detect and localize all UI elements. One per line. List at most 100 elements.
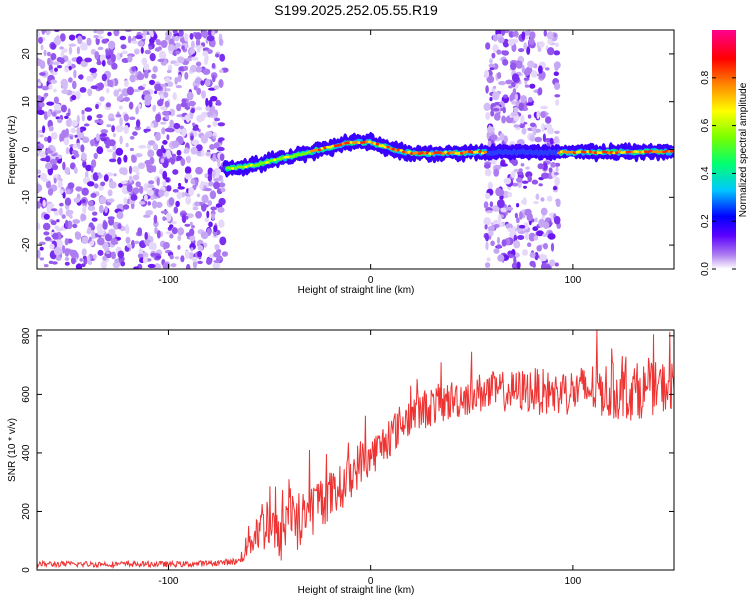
noise-blob xyxy=(148,45,153,50)
noise-blob xyxy=(189,234,196,242)
trace-core xyxy=(325,145,330,149)
noise-blob xyxy=(149,79,155,86)
trace-core xyxy=(328,145,333,149)
spectrogram-y-tick-label: 10 xyxy=(21,96,32,108)
noise-blob xyxy=(192,260,198,269)
noise-blob xyxy=(148,140,156,146)
noise-blob xyxy=(126,243,133,248)
noise-blob xyxy=(195,211,203,219)
trace-core xyxy=(307,150,312,154)
noise-blob xyxy=(43,213,50,220)
noise-blob xyxy=(197,260,203,265)
noise-blob xyxy=(97,237,105,246)
noise-blob xyxy=(554,66,559,71)
noise-blob xyxy=(108,217,115,226)
noise-blob xyxy=(95,103,99,110)
noise-blob xyxy=(207,167,214,177)
noise-blob xyxy=(200,111,209,118)
noise-blob xyxy=(206,210,210,219)
noise-blob xyxy=(500,160,505,167)
noise-blob xyxy=(68,43,77,47)
noise-blob xyxy=(132,174,140,181)
noise-blob xyxy=(93,152,98,160)
noise-blob xyxy=(497,72,502,79)
noise-blob xyxy=(540,105,548,110)
noise-blob xyxy=(47,135,52,143)
noise-blob xyxy=(498,81,506,86)
trace-core xyxy=(433,151,438,155)
noise-blob xyxy=(62,161,66,171)
colorbar-tick-label: 0.2 xyxy=(700,214,711,228)
noise-blob xyxy=(134,48,140,55)
noise-blob xyxy=(500,207,507,213)
noise-blob xyxy=(207,200,213,206)
noise-blob xyxy=(523,77,530,81)
noise-blob xyxy=(205,151,212,157)
noise-blob xyxy=(505,206,514,211)
noise-blob xyxy=(513,124,520,128)
noise-blob xyxy=(91,159,97,168)
noise-blob xyxy=(67,182,75,189)
noise-blob xyxy=(156,201,163,208)
noise-blob xyxy=(529,134,535,142)
trace-core xyxy=(565,151,569,154)
noise-blob xyxy=(540,207,548,216)
noise-blob xyxy=(154,83,163,92)
noise-blob xyxy=(189,221,193,226)
noise-blob xyxy=(535,193,540,200)
spectrogram-x-ticks: -100 0 100 xyxy=(158,30,582,286)
noise-blob xyxy=(157,58,165,63)
trace-core xyxy=(399,149,404,152)
noise-blob xyxy=(158,50,167,60)
noise-blob xyxy=(123,197,128,205)
noise-blob xyxy=(165,114,170,120)
noise-blob xyxy=(141,57,148,66)
noise-blob xyxy=(135,181,141,188)
noise-blob xyxy=(542,221,550,229)
noise-blob xyxy=(105,102,111,108)
noise-blob xyxy=(154,227,158,234)
noise-blob xyxy=(70,256,76,265)
noise-blob xyxy=(176,156,181,162)
noise-blob xyxy=(47,51,51,57)
noise-blob xyxy=(147,263,156,269)
noise-blob xyxy=(97,46,104,51)
noise-blob xyxy=(483,201,489,209)
noise-blob xyxy=(218,219,225,228)
trace-core xyxy=(475,150,480,154)
noise-blob xyxy=(39,257,44,261)
noise-blob xyxy=(185,196,192,205)
noise-blob xyxy=(65,189,71,195)
noise-blob xyxy=(74,134,78,138)
noise-blob xyxy=(46,201,53,205)
noise-blob xyxy=(189,64,198,73)
noise-blob xyxy=(44,136,48,142)
trace-core xyxy=(630,150,635,154)
noise-blob xyxy=(52,232,59,240)
noise-blob xyxy=(104,206,108,214)
spectrogram-y-ticks: -20 -10 0 10 20 xyxy=(21,48,674,252)
noise-blob xyxy=(152,104,157,112)
trace-core xyxy=(441,152,446,155)
trace-core xyxy=(346,141,351,145)
trace-core xyxy=(262,161,267,165)
noise-blob xyxy=(529,83,536,89)
noise-blob xyxy=(47,57,51,65)
noise-blob xyxy=(153,263,162,269)
noise-blob xyxy=(38,36,43,44)
noise-blob xyxy=(526,46,531,55)
snr-y-label: SNR (10 * v/v) xyxy=(7,418,18,482)
noise-blob xyxy=(143,183,149,192)
noise-blob xyxy=(165,177,170,183)
trace-core xyxy=(575,151,580,154)
noise-blob xyxy=(77,35,83,45)
noise-blob xyxy=(113,30,120,37)
noise-blob xyxy=(53,88,57,93)
noise-blob xyxy=(97,229,105,236)
noise-blob xyxy=(489,97,493,102)
noise-blob xyxy=(541,262,548,269)
noise-blob xyxy=(61,214,66,219)
noise-blob xyxy=(65,209,72,217)
noise-blob xyxy=(132,88,141,93)
noise-blob xyxy=(164,77,171,83)
